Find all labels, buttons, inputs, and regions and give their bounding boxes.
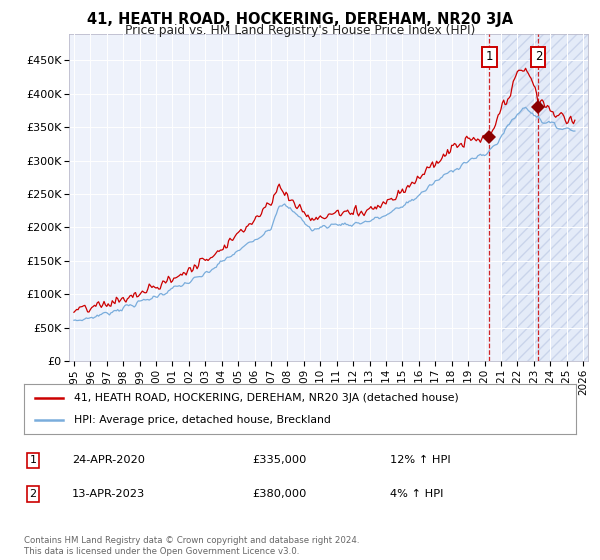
Text: 41, HEATH ROAD, HOCKERING, DEREHAM, NR20 3JA: 41, HEATH ROAD, HOCKERING, DEREHAM, NR20… xyxy=(87,12,513,27)
Text: 41, HEATH ROAD, HOCKERING, DEREHAM, NR20 3JA (detached house): 41, HEATH ROAD, HOCKERING, DEREHAM, NR20… xyxy=(74,393,458,403)
Text: 2: 2 xyxy=(29,489,37,499)
Text: Contains HM Land Registry data © Crown copyright and database right 2024.
This d: Contains HM Land Registry data © Crown c… xyxy=(24,536,359,556)
Text: 1: 1 xyxy=(486,50,493,63)
Text: 13-APR-2023: 13-APR-2023 xyxy=(72,489,145,499)
Bar xyxy=(501,34,588,361)
Bar xyxy=(501,34,588,361)
Text: 2: 2 xyxy=(535,50,542,63)
Text: £335,000: £335,000 xyxy=(252,455,307,465)
Text: Price paid vs. HM Land Registry's House Price Index (HPI): Price paid vs. HM Land Registry's House … xyxy=(125,24,475,37)
Text: 24-APR-2020: 24-APR-2020 xyxy=(72,455,145,465)
Text: 1: 1 xyxy=(29,455,37,465)
Text: 4% ↑ HPI: 4% ↑ HPI xyxy=(390,489,443,499)
Text: 12% ↑ HPI: 12% ↑ HPI xyxy=(390,455,451,465)
Text: £380,000: £380,000 xyxy=(252,489,307,499)
Text: HPI: Average price, detached house, Breckland: HPI: Average price, detached house, Brec… xyxy=(74,415,331,425)
